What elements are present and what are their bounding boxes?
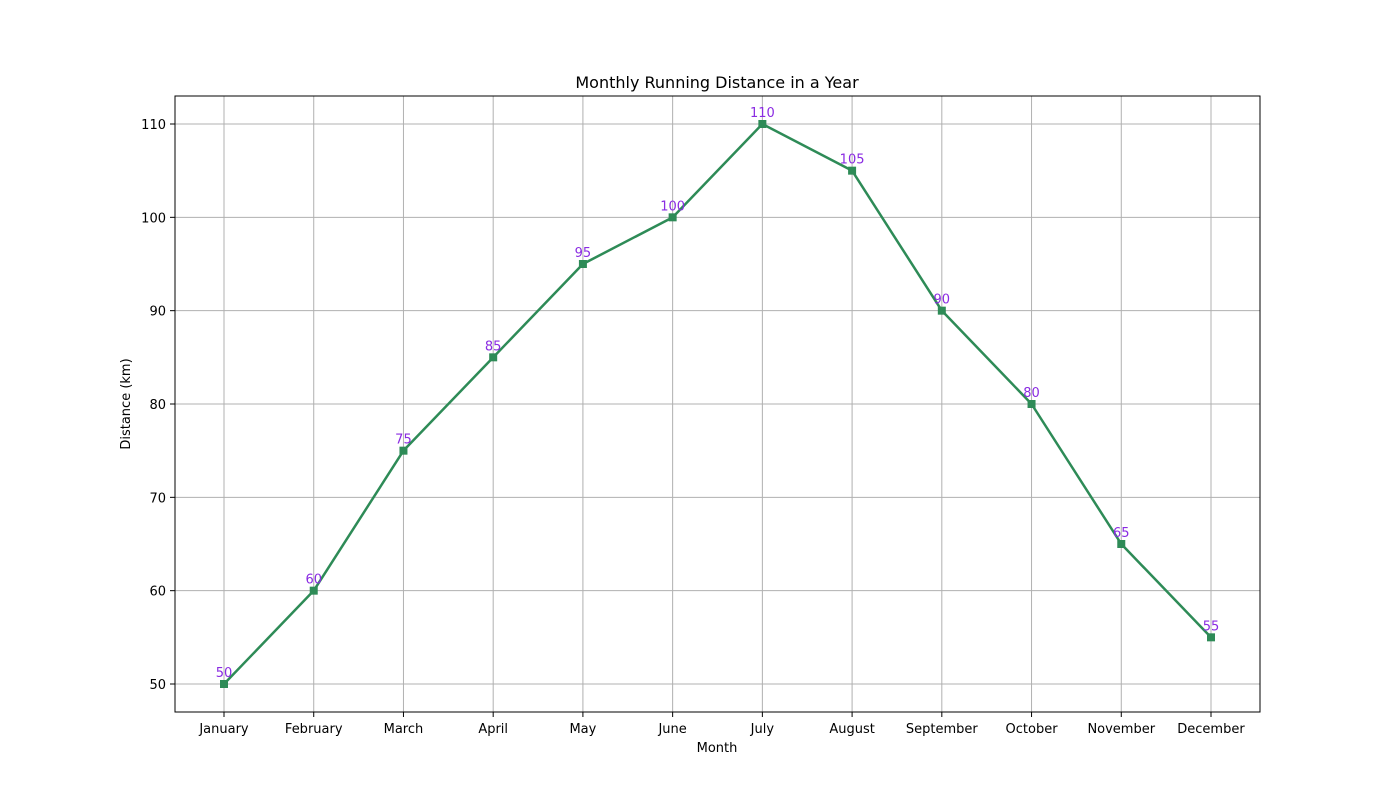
y-tick-label: 80 — [149, 398, 166, 413]
data-point-marker — [399, 446, 408, 455]
data-labels: 50 60 75 85 95 100 110 105 90 80 65 55 — [216, 106, 1220, 681]
data-label: 110 — [750, 106, 775, 121]
data-label: 100 — [660, 199, 685, 214]
data-label: 95 — [575, 246, 592, 261]
x-tick-label: December — [1177, 722, 1245, 737]
x-tick-label: February — [285, 722, 343, 737]
data-point-marker — [668, 213, 677, 222]
x-tick-label: January — [198, 722, 249, 737]
data-point-marker — [309, 586, 318, 595]
y-axis-label: Distance (km) — [119, 358, 134, 449]
x-tick-label: November — [1087, 722, 1155, 737]
x-axis-label: Month — [697, 741, 738, 756]
data-point-marker — [489, 353, 498, 362]
y-tick-label: 50 — [149, 678, 166, 693]
data-point-marker — [578, 260, 587, 268]
data-point-marker — [758, 120, 767, 128]
x-tick-label: March — [384, 722, 424, 737]
data-point-marker — [848, 166, 857, 175]
x-axis: January February March April May June July Augu… — [198, 712, 1245, 737]
y-tick-label: 60 — [149, 585, 166, 600]
data-point-marker — [1207, 633, 1215, 642]
data-label: 85 — [485, 339, 502, 354]
series-layer — [220, 120, 1215, 688]
data-label: 75 — [395, 433, 412, 448]
grid — [175, 96, 1260, 712]
data-point-marker — [1027, 400, 1036, 408]
data-label: 60 — [305, 573, 322, 588]
x-tick-label: June — [657, 722, 686, 737]
data-label: 80 — [1023, 386, 1040, 401]
y-tick-label: 90 — [149, 305, 166, 320]
x-tick-label: August — [829, 722, 875, 737]
x-tick-label: May — [569, 722, 596, 737]
data-point-marker — [937, 306, 946, 315]
data-point-marker — [1117, 540, 1126, 548]
x-tick-label: October — [1006, 722, 1059, 737]
data-label: 105 — [840, 153, 865, 168]
x-tick-label: April — [478, 722, 508, 737]
x-tick-label: September — [906, 722, 979, 737]
data-label: 65 — [1113, 526, 1130, 541]
y-tick-label: 70 — [149, 491, 166, 506]
data-label: 90 — [934, 293, 951, 308]
y-tick-label: 110 — [141, 118, 166, 133]
data-point-marker — [220, 680, 228, 688]
chart-title: Monthly Running Distance in a Year — [575, 73, 859, 92]
y-axis: 50 60 70 80 90 100 110 — [141, 118, 175, 693]
data-label: 50 — [216, 666, 233, 681]
y-tick-label: 100 — [141, 211, 166, 226]
data-label: 55 — [1203, 619, 1220, 634]
x-tick-label: July — [750, 722, 775, 737]
series-line — [223, 122, 1212, 685]
